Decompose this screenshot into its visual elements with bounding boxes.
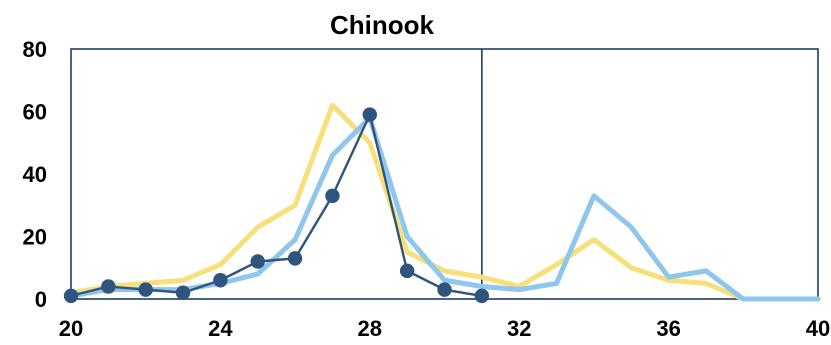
y-tick-label: 20 — [23, 225, 47, 250]
x-tick-label: 36 — [656, 316, 680, 341]
dark-blue-series-marker — [138, 282, 153, 297]
y-tick-label: 0 — [35, 287, 47, 312]
plot-area-frame — [70, 48, 819, 300]
dark-blue-series-marker — [287, 251, 303, 266]
y-tick-label: 60 — [23, 100, 47, 125]
y-tick-label: 80 — [23, 37, 47, 62]
dark-blue-series-marker — [399, 263, 415, 279]
dark-blue-series-marker — [101, 279, 116, 294]
dark-blue-series-marker — [362, 107, 377, 122]
x-tick-label: 20 — [59, 316, 83, 341]
dark-blue-series-marker — [474, 288, 490, 304]
dark-blue-series-marker — [175, 285, 191, 300]
dark-blue-series-marker — [437, 282, 452, 297]
y-axis-ticks: 0 20 40 60 80 — [23, 37, 47, 312]
dark-blue-series-marker — [63, 288, 79, 304]
dark-blue-series-marker — [325, 188, 340, 204]
y-tick-label: 40 — [23, 162, 47, 187]
dark-blue-series-marker — [250, 254, 265, 269]
series-layer — [63, 102, 821, 304]
x-tick-label: 40 — [806, 316, 830, 341]
x-tick-label: 24 — [208, 316, 233, 341]
chart-title: Chinook — [330, 10, 435, 40]
dark-blue-series-marker — [213, 273, 228, 288]
x-tick-label: 32 — [507, 316, 531, 341]
yellow-series-line — [68, 102, 821, 302]
x-axis-ticks: 20 24 28 32 36 40 — [59, 316, 830, 341]
x-tick-label: 28 — [358, 316, 382, 341]
